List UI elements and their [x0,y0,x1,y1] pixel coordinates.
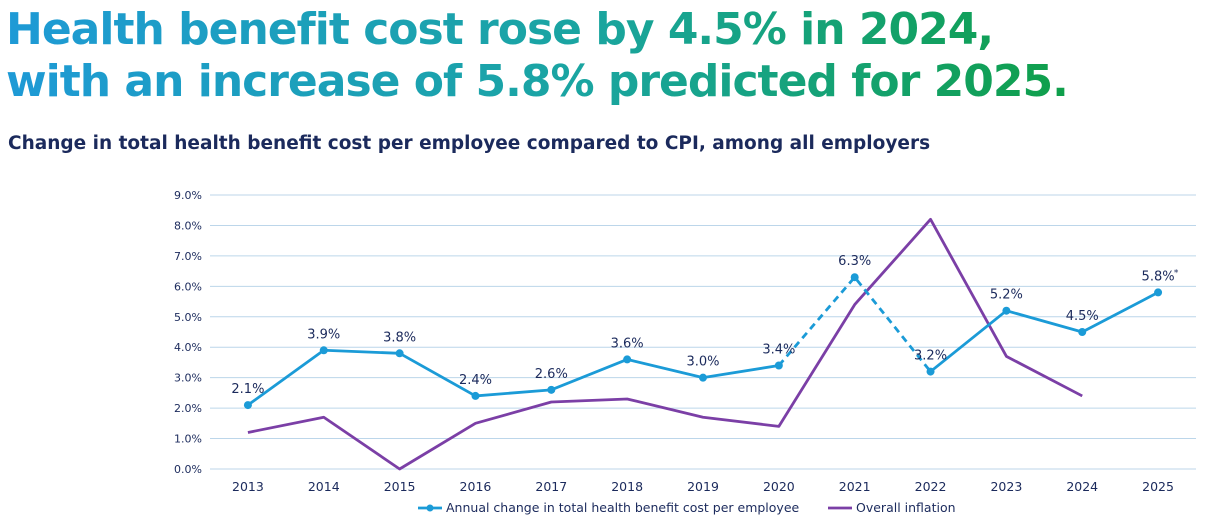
data-label: 5.2% [990,288,1023,303]
x-tick-label: 2022 [915,479,947,494]
data-point [1078,328,1087,336]
x-tick-label: 2019 [687,479,719,494]
data-label: 2.1% [231,382,264,397]
data-point [623,355,632,364]
data-point [699,373,707,382]
x-tick-label: 2023 [990,479,1022,494]
x-tick-label: 2016 [460,479,492,494]
data-label: 5.8% [1142,269,1175,284]
data-point [471,391,480,400]
data-label: 4.5% [1066,309,1099,324]
data-label: 2.6% [535,367,568,382]
legend-label-health-cost: Annual change in total health benefit co… [446,500,800,515]
data-label: 2.4% [459,373,492,388]
x-tick-label: 2025 [1142,479,1174,494]
data-label-footnote-marker: * [1174,268,1179,278]
headline: Health benefit cost rose by 4.5% in 2024… [6,4,1069,108]
data-label: 3.6% [611,336,644,351]
data-point [547,385,556,394]
data-point [774,361,783,370]
data-label: 3.0% [686,355,719,370]
x-tick-label: 2014 [308,479,340,494]
data-point [1154,288,1163,297]
data-label: 3.8% [383,330,416,345]
x-tick-label: 2017 [535,479,567,494]
y-tick-label: 4.0% [174,341,202,354]
headline-line-1: Health benefit cost rose by 4.5% in 2024… [6,4,1068,56]
y-tick-label: 9.0% [174,189,202,202]
legend-label-overall-inflation: Overall inflation [856,500,956,515]
x-tick-label: 2013 [232,479,264,494]
data-label: 3.9% [307,327,340,342]
data-point [926,367,935,376]
data-label: 3.2% [914,349,947,364]
y-tick-label: 3.0% [174,372,202,385]
legend-marker-health-cost [426,504,434,512]
y-tick-label: 5.0% [174,311,202,324]
headline-line-2: with an increase of 5.8% predicted for 2… [6,56,1069,107]
x-tick-label: 2020 [763,479,795,494]
data-label: 6.3% [838,254,871,269]
series-line-overall-inflation [247,217,1083,471]
series-line-health-cost [929,291,1159,373]
y-tick-label: 7.0% [174,250,202,263]
data-point [850,273,859,282]
data-point [1002,306,1011,315]
y-tick-label: 2.0% [174,402,202,415]
data-point [319,346,328,355]
data-point [395,349,404,358]
series-line-health-cost-dashed [777,275,932,373]
series-line-health-cost [247,348,780,407]
data-label: 3.4% [762,342,795,357]
x-tick-label: 2018 [611,479,643,494]
y-tick-label: 0.0% [174,463,202,476]
y-tick-label: 8.0% [174,219,202,232]
data-point [243,401,252,410]
y-tick-label: 6.0% [174,280,202,293]
x-tick-label: 2024 [1066,479,1098,494]
x-tick-label: 2021 [839,479,871,494]
y-tick-label: 1.0% [174,433,202,446]
x-tick-label: 2015 [384,479,416,494]
chart-subtitle: Change in total health benefit cost per … [8,133,931,154]
